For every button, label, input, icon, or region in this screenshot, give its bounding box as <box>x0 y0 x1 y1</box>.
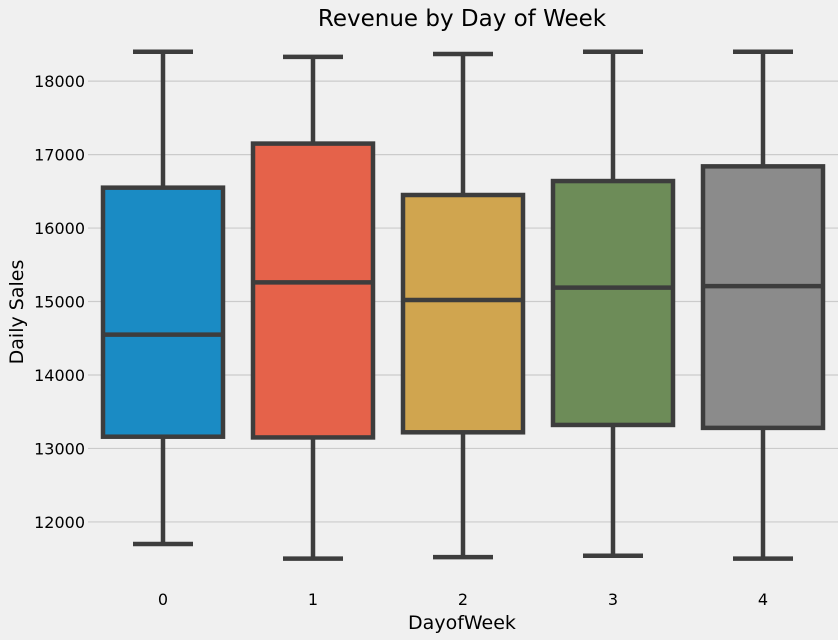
chart-title: Revenue by Day of Week <box>318 6 607 32</box>
y-tick-label: 13000 <box>34 439 85 458</box>
y-tick-label: 14000 <box>34 366 85 385</box>
y-axis-label: Daily Sales <box>6 260 28 365</box>
x-tick-labels: 0 1 2 3 4 <box>158 590 768 609</box>
y-tick-labels: 12000 13000 14000 15000 16000 17000 18000 <box>34 72 85 532</box>
y-tick-label: 18000 <box>34 72 85 91</box>
box-0 <box>100 49 226 547</box>
x-tick-label: 3 <box>608 590 618 609</box>
box-body <box>700 164 826 431</box>
x-axis-label: DayofWeek <box>408 612 516 634</box>
y-tick-label: 12000 <box>34 513 85 532</box>
x-tick-label: 0 <box>158 590 168 609</box>
y-tick-label: 15000 <box>34 293 85 312</box>
box-series <box>100 49 826 561</box>
box-body <box>250 141 376 440</box>
box-1 <box>250 54 376 561</box>
box-body <box>100 185 226 439</box>
y-tick-label: 17000 <box>34 146 85 165</box>
x-tick-label: 4 <box>758 590 768 609</box>
box-body <box>400 192 526 435</box>
box-body <box>550 178 676 428</box>
box-2 <box>400 51 526 560</box>
x-tick-label: 1 <box>308 590 318 609</box>
y-tick-label: 16000 <box>34 219 85 238</box>
box-3 <box>550 49 676 558</box>
x-tick-label: 2 <box>458 590 468 609</box>
box-4 <box>700 49 826 561</box>
